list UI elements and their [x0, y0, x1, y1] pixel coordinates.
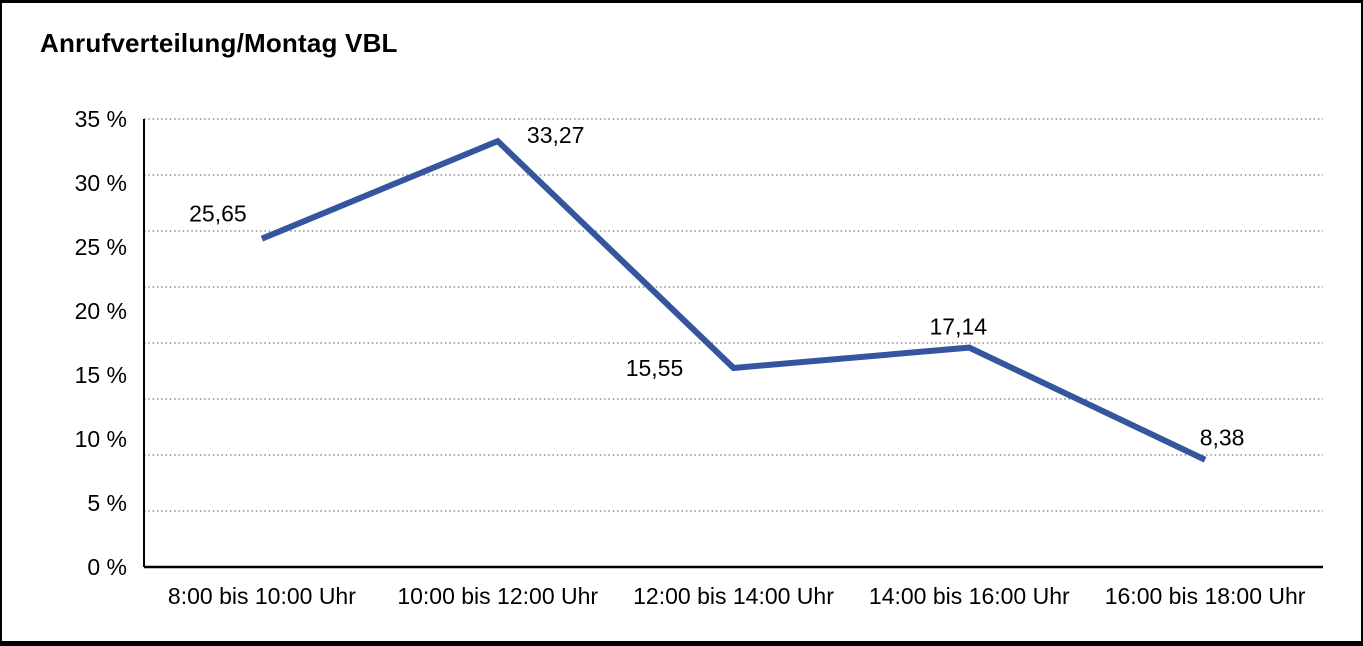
y-tick-label: 25 %: [75, 234, 127, 260]
x-category-label: 16:00 bis 18:00 Uhr: [1105, 583, 1306, 609]
data-point-label: 15,55: [626, 355, 684, 381]
data-point-label: 8,38: [1200, 425, 1245, 451]
data-point-label: 17,14: [930, 314, 988, 340]
data-series-line: [260, 137, 1207, 463]
x-category-label: 10:00 bis 12:00 Uhr: [397, 583, 598, 609]
y-tick-label: 10 %: [75, 426, 127, 452]
data-point-label: 25,65: [189, 201, 247, 227]
data-point-label: 33,27: [527, 122, 585, 148]
x-category-label: 14:00 bis 16:00 Uhr: [869, 583, 1070, 609]
chart-title: Anrufverteilung/Montag VBL: [40, 28, 398, 58]
y-tick-label: 20 %: [75, 298, 127, 324]
y-tick-label: 15 %: [75, 362, 127, 388]
x-category-label: 8:00 bis 10:00 Uhr: [168, 583, 356, 609]
x-category-label: 12:00 bis 14:00 Uhr: [633, 583, 834, 609]
y-tick-label: 35 %: [75, 106, 127, 132]
y-tick-label: 30 %: [75, 170, 127, 196]
y-tick-label: 5 %: [87, 490, 127, 516]
y-tick-label: 0 %: [87, 554, 127, 580]
